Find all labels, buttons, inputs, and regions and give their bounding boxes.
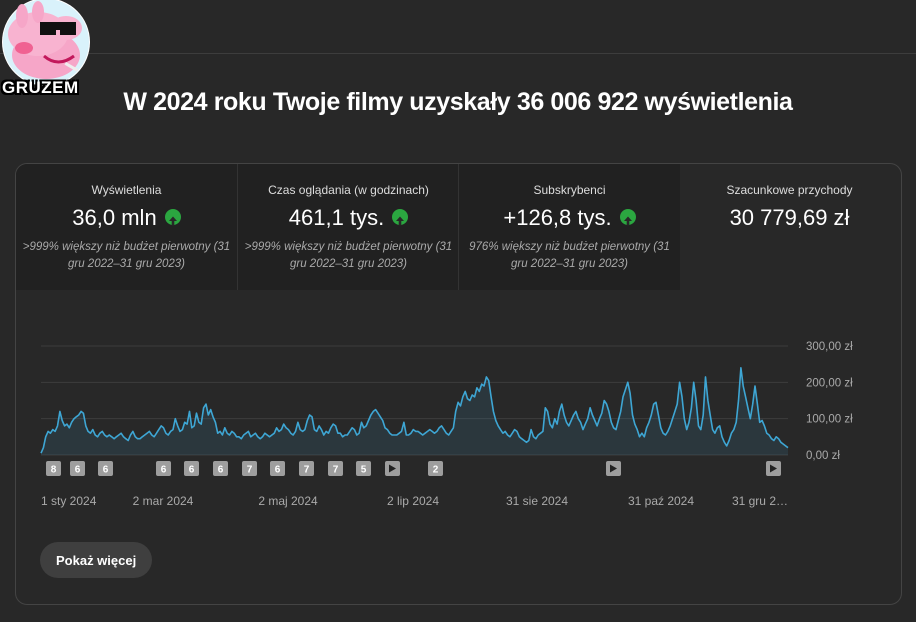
trend-up-icon [619, 209, 636, 226]
annotation-marker [46, 461, 61, 476]
x-tick-label: 31 paź 2024 [628, 494, 694, 508]
annotation-marker [428, 461, 443, 476]
play-icon [610, 464, 617, 473]
annotation-marker [213, 461, 228, 476]
metric-value: 36,0 mln [72, 205, 157, 231]
channel-avatar[interactable]: GRUZEM [0, 0, 92, 100]
metric-watch-time[interactable]: Czas oglądania (w godzinach) 461,1 tys. … [237, 164, 459, 290]
annotation-marker-label: 2 [433, 465, 439, 476]
avatar-label: GRUZEM [2, 78, 79, 97]
series-area [41, 367, 788, 455]
y-tick-label: 0,00 zł [806, 450, 840, 462]
y-tick-label: 200,00 zł [806, 377, 853, 389]
play-icon [389, 464, 396, 473]
annotation-marker-label: 6 [218, 465, 224, 476]
x-tick-label: 31 gru 2… [732, 494, 788, 508]
annotation-marker-label: 7 [304, 465, 310, 476]
metric-comparison: >999% większy niż budżet pierwotny (31 g… [22, 241, 231, 270]
peppa-avatar-icon [2, 0, 90, 86]
metric-value-wrap: 461,1 tys. [238, 204, 459, 231]
annotation-marker-label: 6 [275, 465, 281, 476]
page-title: W 2024 roku Twoje filmy uzyskały 36 006 … [123, 88, 793, 116]
metric-revenue[interactable]: Szacunkowe przychody 30 779,69 zł [679, 164, 900, 290]
annotation-marker [98, 461, 113, 476]
trend-up-icon [164, 209, 181, 226]
x-tick-label: 1 sty 2024 [41, 494, 97, 508]
metrics-row: Wyświetlenia 36,0 mln >999% większy niż … [16, 164, 901, 290]
annotation-marker-label: 6 [75, 465, 81, 476]
annotation-marker-label: 6 [189, 465, 195, 476]
metric-label: Czas oglądania (w godzinach) [268, 183, 429, 197]
y-tick-label: 100,00 zł [806, 414, 853, 426]
annotation-marker [270, 461, 285, 476]
metric-comparison: >999% większy niż budżet pierwotny (31 g… [244, 241, 453, 270]
metric-views[interactable]: Wyświetlenia 36,0 mln >999% większy niż … [16, 164, 237, 290]
metric-value-wrap: 30 779,69 zł [679, 204, 900, 231]
annotation-marker-label: 5 [361, 465, 367, 476]
y-tick-label: 300,00 zł [806, 341, 853, 353]
annotation-marker-label: 7 [247, 465, 253, 476]
trend-up-icon [392, 209, 409, 226]
metric-comparison: 976% większy niż budżet pierwotny (31 gr… [469, 241, 670, 270]
annotation-marker-label: 8 [51, 465, 57, 476]
show-more-button[interactable]: Pokaż więcej [40, 542, 153, 578]
metric-label: Subskrybenci [533, 183, 606, 197]
x-tick-label: 2 lip 2024 [387, 494, 439, 508]
metric-value-wrap: 36,0 mln [16, 204, 237, 231]
annotation-marker [356, 461, 371, 476]
metric-value: 461,1 tys. [288, 205, 385, 231]
annotation-marker [242, 461, 257, 476]
metric-value-wrap: +126,8 tys. [459, 204, 680, 231]
x-tick-label: 31 sie 2024 [506, 494, 568, 508]
metric-value: 30 779,69 zł [729, 205, 850, 231]
revenue-chart[interactable]: 300,00 zł 200,00 zł 100,00 zł 0,00 zł 8 6 6 6 6 6… [16, 290, 901, 530]
annotation-marker-label: 6 [161, 465, 167, 476]
annotation-marker-label: 7 [333, 465, 339, 476]
annotation-marker-label: 6 [103, 465, 109, 476]
metric-label: Wyświetlenia [91, 183, 162, 197]
x-tick-label: 2 mar 2024 [133, 494, 194, 508]
metric-subscribers[interactable]: Subskrybenci +126,8 tys. 976% większy ni… [458, 164, 680, 290]
x-tick-label: 2 maj 2024 [258, 494, 318, 508]
annotation-marker [328, 461, 343, 476]
annotation-marker [70, 461, 85, 476]
stats-card: Wyświetlenia 36,0 mln >999% większy niż … [15, 163, 902, 605]
series-line [40, 367, 789, 454]
header-divider [0, 53, 916, 54]
annotation-marker [156, 461, 171, 476]
annotation-marker [299, 461, 314, 476]
metric-label: Szacunkowe przychody [726, 183, 853, 197]
annotation-marker [184, 461, 199, 476]
metric-value: +126,8 tys. [503, 205, 612, 231]
play-icon [770, 464, 777, 473]
